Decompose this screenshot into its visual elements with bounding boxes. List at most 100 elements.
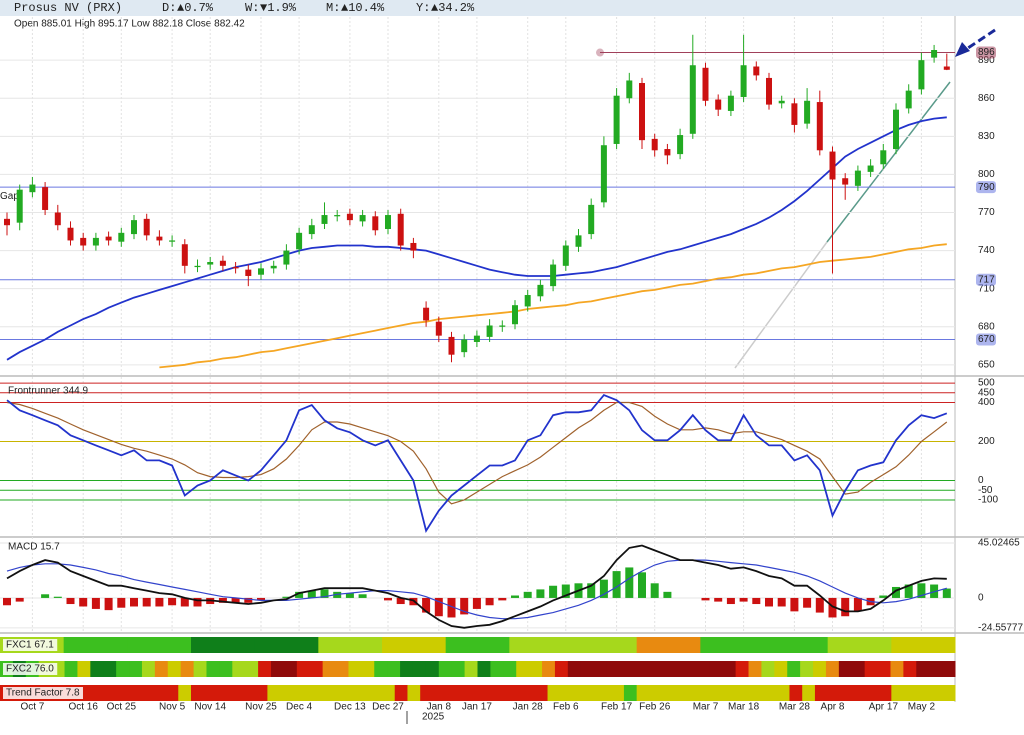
heat-cell <box>127 637 192 653</box>
heat-cell <box>77 661 91 677</box>
heat-cell <box>929 685 943 701</box>
heat-cell <box>193 661 207 677</box>
heat-cell <box>216 685 230 701</box>
candle-body <box>766 77 772 105</box>
heat-cell <box>180 661 195 677</box>
heat-cell <box>674 685 689 701</box>
histogram-bar <box>612 571 621 598</box>
x-tick-label: Nov 25 <box>245 702 277 713</box>
heat-cell <box>219 661 233 677</box>
histogram-bar <box>130 597 138 607</box>
x-tick-label: Dec 13 <box>334 702 366 713</box>
histogram-bar <box>295 591 304 598</box>
heat-cell <box>534 685 549 701</box>
heat-cell <box>774 661 788 677</box>
candle-body <box>372 216 379 231</box>
heat-cell <box>141 661 156 677</box>
candle-body <box>512 305 518 325</box>
candle-body <box>397 213 404 246</box>
histogram-bar <box>155 597 164 607</box>
candle-body <box>791 103 798 125</box>
y-tick-label: 830 <box>978 131 995 142</box>
x-tick-label: Oct 25 <box>107 702 137 713</box>
candle-body <box>626 80 633 99</box>
histogram-bar <box>307 590 316 598</box>
histogram-bar <box>752 597 761 605</box>
heat-cell <box>713 685 727 701</box>
x-tick-label: Feb 17 <box>601 702 633 713</box>
heat-cell <box>598 685 612 701</box>
heat-cell <box>636 637 701 653</box>
heat-cell <box>245 661 259 677</box>
histogram-bar <box>803 597 812 608</box>
heat-cell <box>254 637 319 653</box>
candle-body <box>689 65 696 134</box>
histogram-bar <box>396 597 405 605</box>
heat-cell <box>560 685 574 701</box>
heat-cell <box>335 661 349 677</box>
candle-body <box>232 267 239 269</box>
x-tick-label: Oct 16 <box>68 702 98 713</box>
heat-cell <box>761 661 775 677</box>
heat-cell <box>696 661 711 677</box>
histogram-bar <box>765 597 773 607</box>
heat-cell <box>522 685 536 701</box>
candle-body <box>435 321 442 336</box>
histogram-bar <box>79 597 88 607</box>
candle-body <box>448 336 455 355</box>
candle-body <box>181 244 188 266</box>
candle-body <box>524 295 531 307</box>
candle-body <box>4 218 10 226</box>
heat-cell <box>573 637 638 653</box>
heat-cell <box>420 685 434 701</box>
candle-body <box>105 236 112 241</box>
heat-cell <box>101 685 116 701</box>
x-tick-label: Jan 28 <box>513 702 543 713</box>
candle-body <box>156 236 163 241</box>
candle-body <box>16 189 23 223</box>
strip-label-bg <box>3 639 58 651</box>
heat-cell <box>89 685 103 701</box>
histogram-bar <box>91 597 100 609</box>
y-tick-label: 860 <box>978 93 995 104</box>
heat-cell <box>585 685 599 701</box>
histogram-bar <box>701 597 710 601</box>
annotation: Gap <box>0 191 19 202</box>
candle-body <box>613 95 620 144</box>
strip-label: FXC1 67.1 <box>6 640 54 651</box>
change-label: D: <box>162 1 176 15</box>
histogram-bar <box>460 597 469 615</box>
heat-cell <box>271 661 285 677</box>
candle-body <box>499 325 506 327</box>
histogram-bar <box>511 595 519 598</box>
header-bar <box>0 0 1024 16</box>
histogram-bar <box>15 597 24 602</box>
macd-line <box>6 544 947 629</box>
histogram-bar <box>409 597 418 606</box>
candle-body <box>385 215 391 230</box>
heat-cell <box>254 685 268 701</box>
level-anchor <box>596 48 604 57</box>
heat-cell <box>916 685 931 701</box>
y-tick-label: 740 <box>978 245 995 256</box>
level-label: 790 <box>978 182 995 193</box>
candle-body <box>143 218 150 236</box>
heat-cell <box>606 661 620 677</box>
heat-cell <box>64 661 78 677</box>
candle-body <box>575 235 582 247</box>
candle-body <box>219 260 226 266</box>
level-label: 896 <box>978 47 995 58</box>
histogram-bar <box>599 579 608 598</box>
histogram-bar <box>231 597 240 603</box>
y-tick-label: 770 <box>978 207 995 218</box>
candle-body <box>207 262 214 265</box>
candle-body <box>321 215 328 224</box>
histogram-bar <box>587 583 596 598</box>
histogram-bar <box>193 597 202 607</box>
candle-body <box>664 149 671 156</box>
change-value: ▼1.9% <box>260 1 297 15</box>
heat-cell <box>636 685 650 701</box>
histogram-bar <box>3 597 11 606</box>
candle-body <box>131 220 137 235</box>
year-label: 2025 <box>422 712 445 723</box>
